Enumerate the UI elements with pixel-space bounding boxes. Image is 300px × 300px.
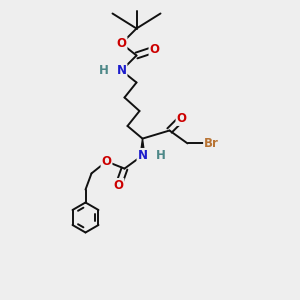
Text: N: N bbox=[116, 64, 127, 77]
Text: N: N bbox=[137, 149, 148, 162]
Text: H: H bbox=[99, 64, 108, 77]
Polygon shape bbox=[140, 139, 145, 155]
Text: O: O bbox=[101, 155, 112, 168]
Text: O: O bbox=[113, 179, 124, 192]
Text: O: O bbox=[116, 37, 127, 50]
Text: O: O bbox=[176, 112, 187, 125]
Text: H: H bbox=[156, 149, 165, 162]
Text: O: O bbox=[149, 43, 160, 56]
Text: Br: Br bbox=[204, 137, 219, 150]
